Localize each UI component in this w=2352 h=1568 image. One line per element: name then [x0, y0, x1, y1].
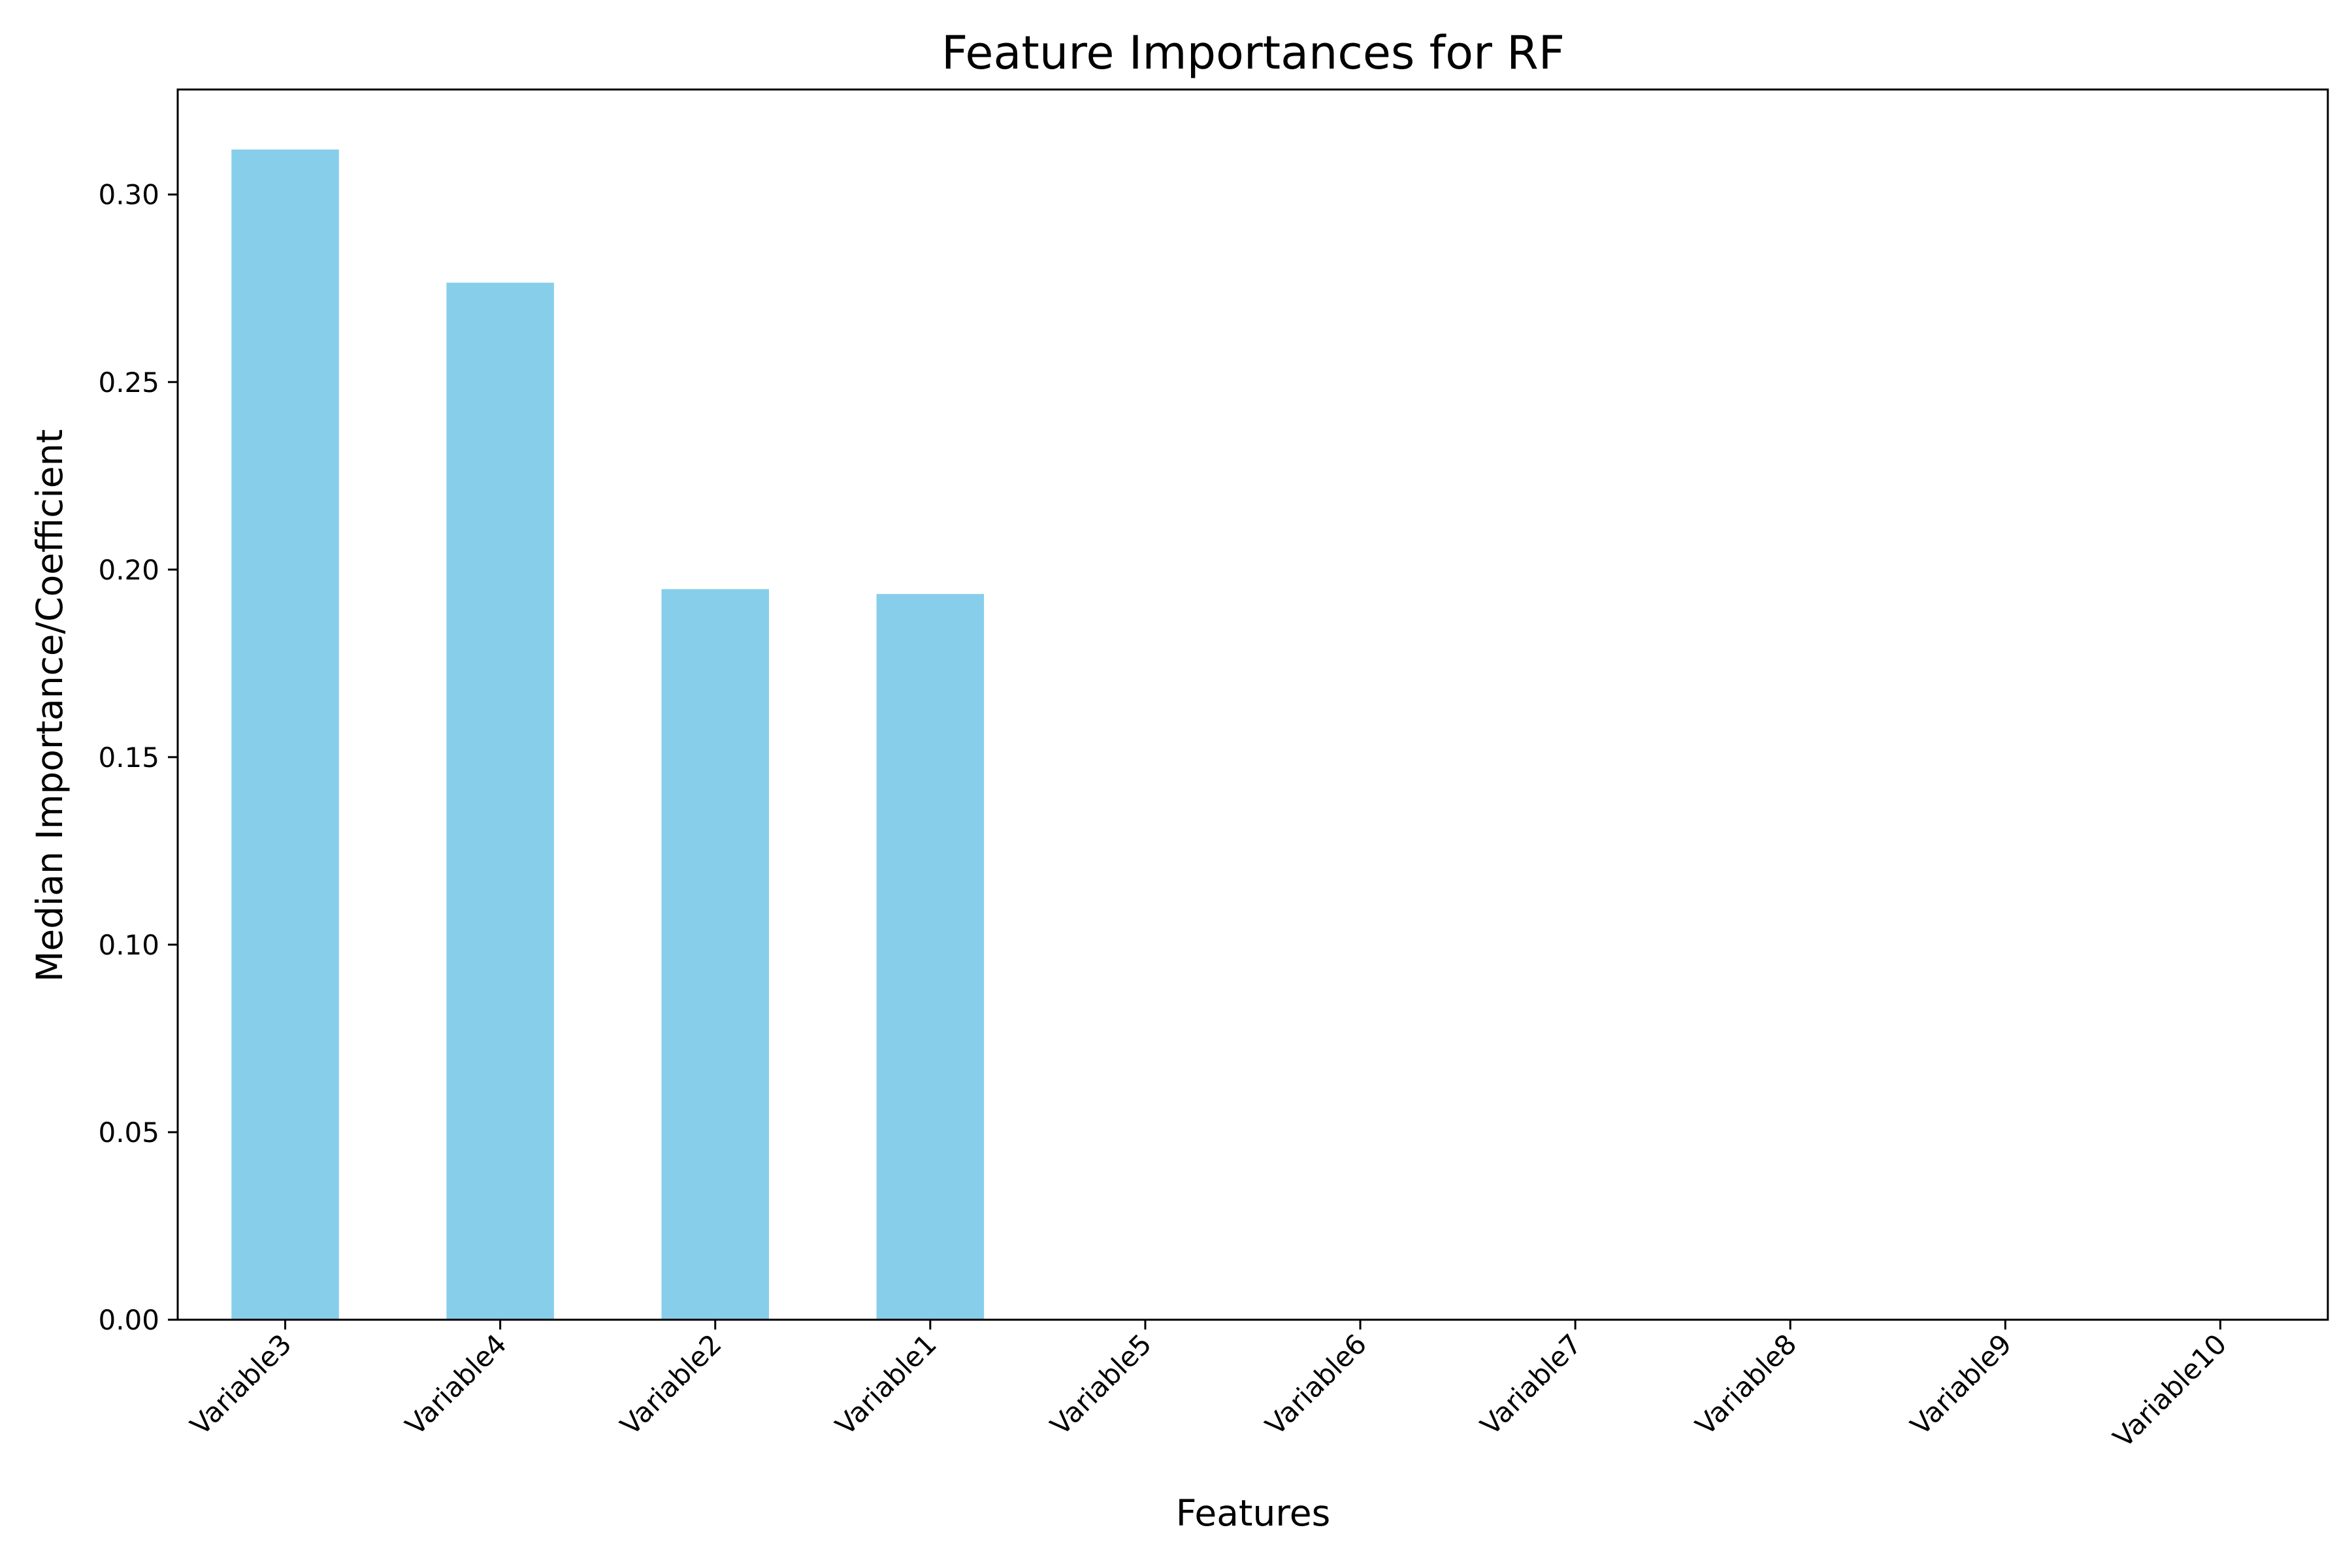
plot-frame [176, 88, 2329, 1321]
x-tick-label: Variable2 [614, 1328, 728, 1441]
y-axis-label: Median Importance/Coefficient [29, 429, 71, 982]
bars [231, 149, 985, 1320]
bar-variable1 [876, 594, 985, 1320]
y-tick-label: 0.00 [98, 1304, 159, 1336]
chart-title: Feature Importances for RF [941, 26, 1565, 80]
x-axis: Variable3 Variable4 Variable2 Variable1 Vari… [184, 1320, 2233, 1454]
y-tick-label: 0.10 [98, 929, 159, 961]
bar-variable2 [661, 589, 770, 1320]
y-tick-label: 0.30 [98, 179, 159, 211]
y-tick-label: 0.05 [98, 1117, 159, 1149]
bar-variable4 [446, 282, 554, 1320]
y-tick-label: 0.15 [98, 742, 159, 774]
x-tick-label: Variable3 [184, 1328, 298, 1441]
y-tick-label: 0.20 [98, 554, 159, 586]
x-tick-label: Variable7 [1474, 1328, 1588, 1441]
x-tick-label: Variable6 [1259, 1328, 1373, 1441]
x-tick-label: Variable1 [829, 1328, 943, 1441]
bar-variable3 [231, 149, 339, 1320]
x-tick-label: Variable10 [2107, 1328, 2233, 1454]
y-axis: 0.00 0.05 0.10 0.15 0.20 0.25 0.30 [98, 179, 178, 1336]
x-axis-label: Features [1176, 1492, 1331, 1534]
y-tick-label: 0.25 [98, 367, 159, 399]
x-tick-label: Variable5 [1044, 1328, 1158, 1441]
x-tick-label: Variable9 [1904, 1328, 2018, 1441]
x-tick-label: Variable8 [1690, 1328, 1803, 1441]
x-tick-label: Variable4 [399, 1328, 513, 1441]
